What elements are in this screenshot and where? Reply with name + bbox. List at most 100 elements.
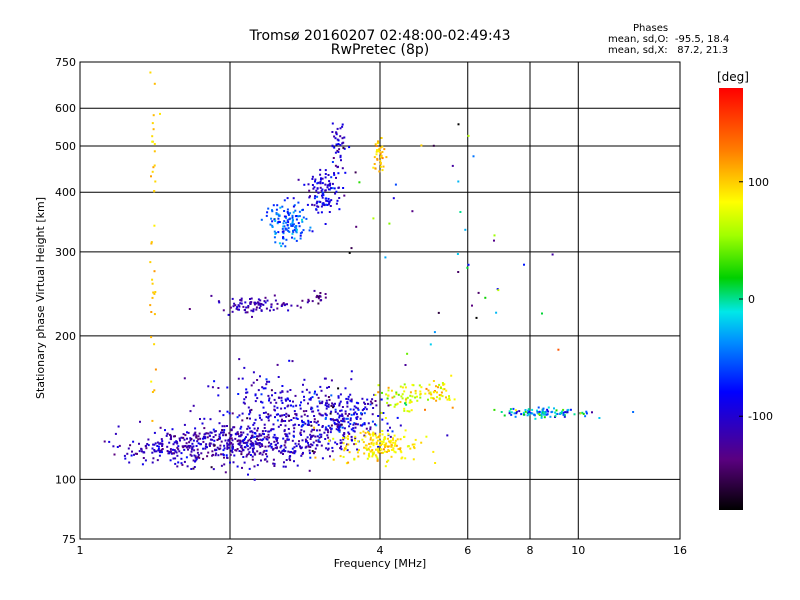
data-point	[283, 450, 286, 453]
data-point	[348, 432, 351, 435]
data-point	[367, 422, 370, 425]
data-point	[397, 448, 400, 450]
data-point	[326, 204, 329, 206]
data-point	[259, 305, 262, 307]
data-point	[288, 432, 291, 435]
data-point	[307, 441, 309, 444]
data-point	[278, 221, 281, 223]
data-point	[508, 412, 511, 415]
data-point	[226, 444, 229, 447]
data-point	[319, 182, 322, 185]
data-point	[313, 426, 316, 429]
data-point	[332, 458, 335, 461]
data-point	[307, 422, 310, 425]
data-point	[331, 182, 334, 185]
data-point	[268, 436, 271, 439]
data-point	[252, 308, 255, 311]
data-point	[456, 253, 459, 255]
data-point	[141, 450, 143, 453]
data-point	[420, 144, 423, 147]
data-point	[289, 223, 292, 226]
data-point	[386, 397, 389, 400]
data-point	[270, 303, 273, 306]
data-point	[256, 464, 259, 467]
data-point	[287, 221, 290, 224]
data-point	[440, 394, 443, 397]
data-point	[281, 242, 284, 245]
data-point	[267, 419, 270, 422]
data-point	[260, 400, 262, 403]
data-point	[377, 445, 380, 448]
data-point	[339, 393, 342, 396]
data-point	[189, 410, 192, 413]
data-point	[564, 411, 567, 414]
data-point	[156, 459, 159, 462]
data-point	[153, 164, 156, 167]
data-point	[241, 419, 244, 422]
data-point	[348, 425, 351, 428]
data-point	[372, 451, 375, 454]
data-point	[299, 445, 301, 448]
data-point	[540, 413, 543, 416]
data-point	[168, 450, 171, 453]
data-point	[389, 426, 391, 429]
data-point	[267, 415, 270, 418]
data-point	[392, 447, 395, 450]
data-point	[497, 289, 500, 292]
data-point	[332, 403, 335, 406]
data-point	[228, 446, 230, 449]
data-point	[249, 454, 252, 456]
data-point	[150, 336, 153, 339]
phase-stats-title: Phases	[633, 23, 669, 34]
data-point	[279, 415, 282, 418]
data-point	[190, 438, 193, 440]
data-point	[159, 442, 162, 445]
data-point	[334, 192, 337, 195]
data-point	[278, 242, 281, 245]
data-point	[208, 434, 211, 437]
data-point	[307, 183, 310, 186]
data-point	[342, 146, 345, 149]
data-point	[197, 438, 200, 441]
data-point	[153, 82, 156, 85]
data-point	[284, 398, 287, 401]
data-point	[379, 163, 382, 166]
data-point	[285, 221, 288, 224]
plot-frame	[79, 61, 681, 540]
data-point	[308, 469, 311, 472]
data-point	[295, 239, 298, 242]
data-point	[356, 423, 359, 426]
data-point	[194, 460, 196, 463]
data-point	[547, 406, 550, 409]
data-point	[293, 446, 296, 449]
data-point	[292, 197, 295, 200]
data-point	[392, 197, 395, 200]
data-point	[330, 176, 333, 179]
data-point	[255, 306, 258, 309]
data-point	[328, 200, 331, 203]
data-point	[231, 439, 234, 442]
data-point	[335, 133, 338, 136]
data-point	[325, 203, 328, 206]
data-point	[389, 439, 392, 442]
data-point	[217, 387, 220, 389]
data-point	[152, 128, 155, 131]
data-point	[299, 234, 302, 237]
data-point	[344, 410, 347, 413]
data-point	[464, 228, 467, 231]
chart-title: Tromsø 20160207 02:48:00-02:49:43	[249, 28, 511, 44]
data-point	[236, 306, 239, 309]
data-point	[308, 398, 311, 401]
data-point	[293, 427, 296, 430]
data-point	[267, 413, 270, 416]
data-point	[246, 427, 249, 430]
data-point	[303, 399, 306, 402]
data-point	[181, 463, 184, 466]
data-point	[270, 217, 273, 220]
data-point	[317, 440, 320, 443]
data-point	[271, 209, 273, 212]
data-point	[272, 423, 275, 426]
data-point	[451, 164, 454, 167]
data-point	[318, 412, 321, 415]
data-point	[381, 151, 384, 153]
